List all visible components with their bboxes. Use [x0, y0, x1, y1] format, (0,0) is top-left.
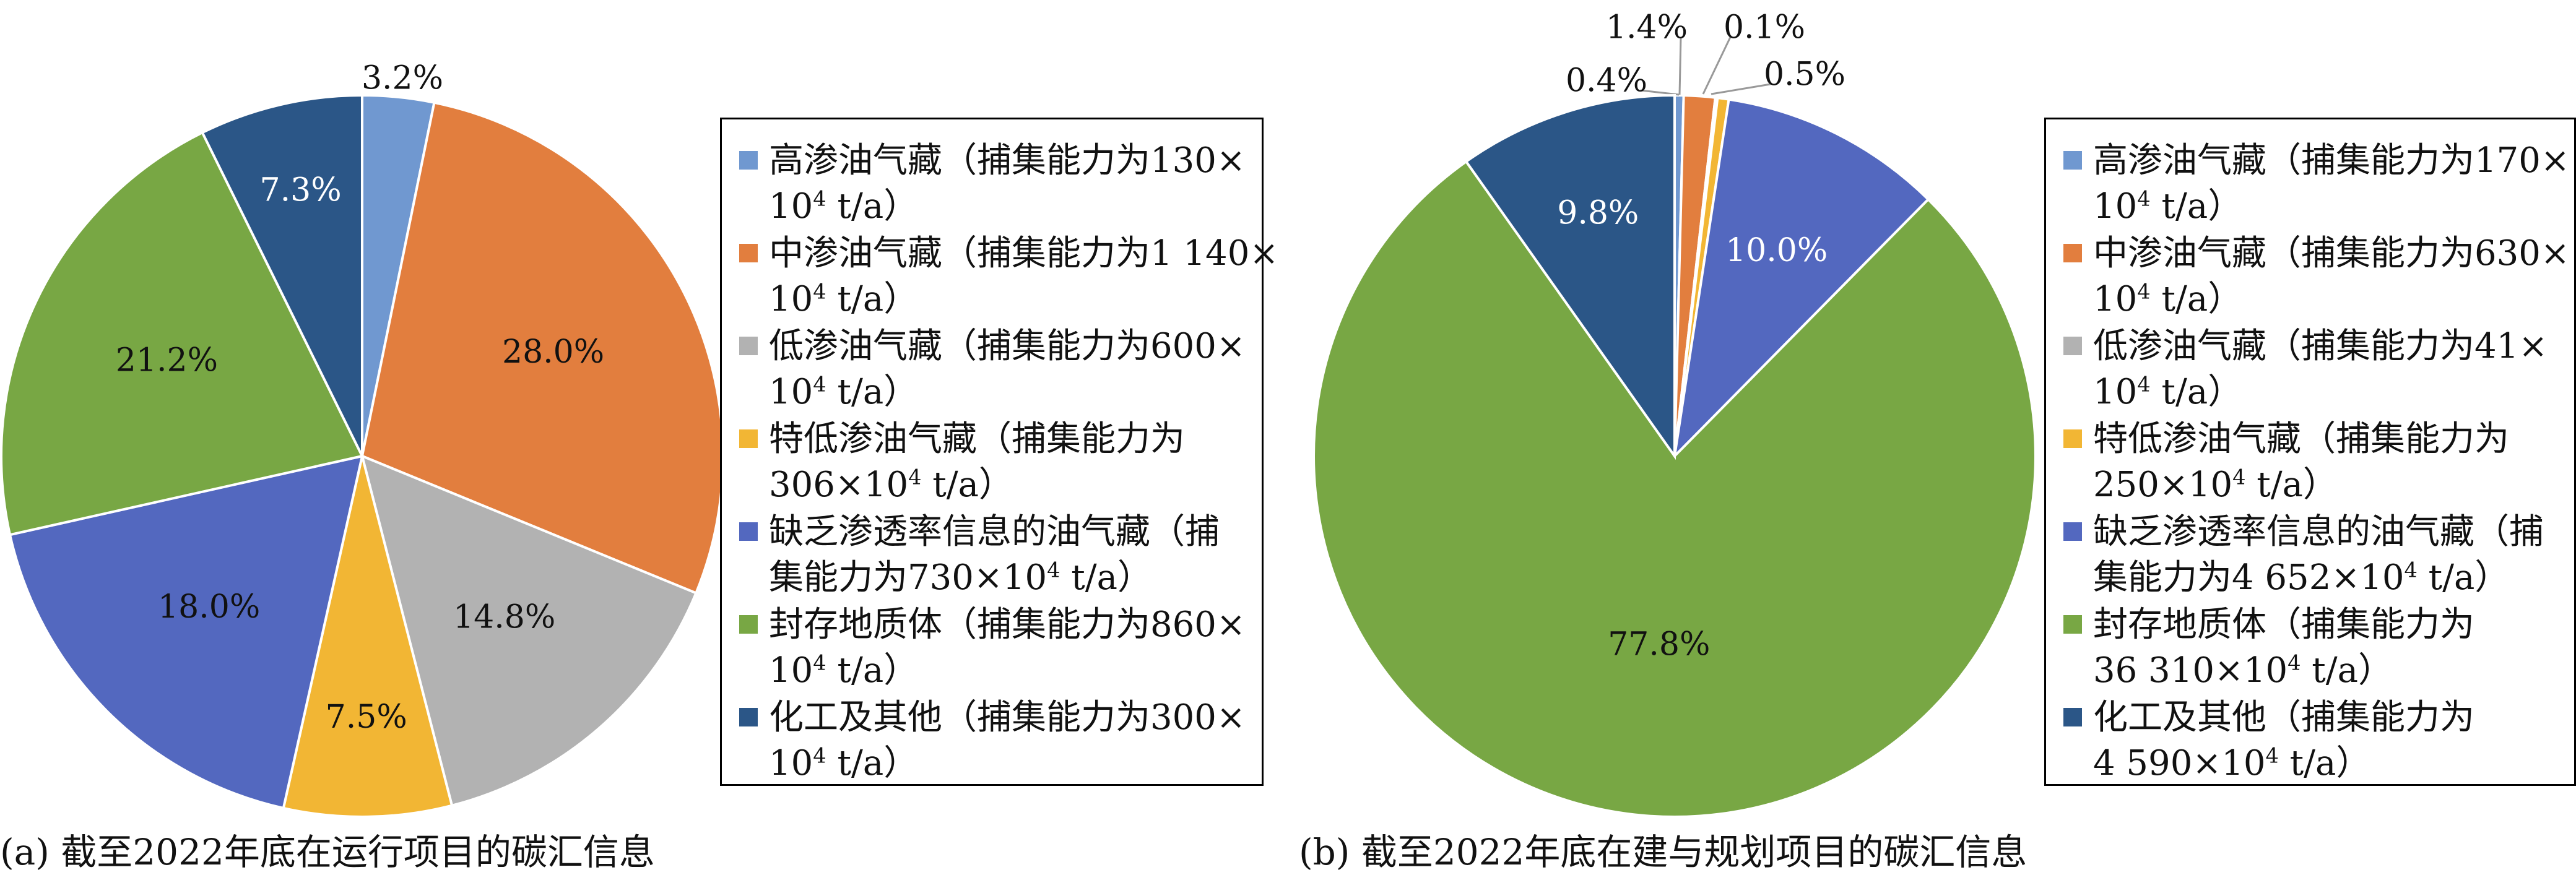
- legend-swatch: [2063, 615, 2082, 634]
- pie-a-label-6: 7.3%: [260, 172, 342, 209]
- legend-label: 中渗油气藏（捕集能力为1 140× 104 t/a）: [769, 233, 1279, 319]
- pie-a-label-2: 14.8%: [453, 598, 555, 636]
- legend-swatch: [2063, 708, 2082, 726]
- legend-label: 缺乏渗透率信息的油气藏（捕 集能力为730×104 t/a）: [769, 512, 1220, 598]
- pie-a-slice-3: [282, 455, 454, 818]
- pie-b-label-6: 9.8%: [1557, 195, 1639, 232]
- pie-a-label-5: 21.2%: [116, 342, 218, 379]
- caption-b: (b) 截至2022年底在建与规划项目的碳汇信息: [1299, 831, 2027, 873]
- pie-b-slice-6: [1464, 93, 1676, 460]
- legend-label: 封存地质体（捕集能力为 36 310×104 t/a）: [2093, 605, 2474, 691]
- legend-swatch: [2063, 337, 2082, 355]
- legend-swatch: [739, 708, 758, 726]
- legend-swatch: [739, 522, 758, 541]
- legend-label: 高渗油气藏（捕集能力为170× 104 t/a）: [2093, 140, 2570, 226]
- pie-a-label-1: 28.0%: [502, 334, 604, 371]
- legend-swatch: [2063, 151, 2082, 170]
- pie-a-slice-2: [360, 454, 698, 808]
- pie-b-label-3: 0.5%: [1764, 56, 1845, 93]
- pie-a-label-0: 3.2%: [362, 60, 443, 97]
- pie-a-slice-4: [8, 454, 364, 810]
- pie-a-slice-5: [0, 131, 364, 537]
- legend-label: 化工及其他（捕集能力为300× 104 t/a）: [769, 697, 1246, 783]
- legend-label: 特低渗油气藏（捕集能力为 250×104 t/a）: [2093, 419, 2509, 505]
- legend-a: 高渗油气藏（捕集能力为130× 104 t/a） 中渗油气藏（捕集能力为1 140×…: [720, 118, 1279, 786]
- caption-a: (a) 截至2022年底在运行项目的碳汇信息: [0, 831, 655, 873]
- pie-b-leader-1: [1678, 37, 1682, 95]
- pie-a-slice-6: [201, 93, 363, 457]
- legend-b: 高渗油气藏（捕集能力为170× 104 t/a） 中渗油气藏（捕集能力为630× 10…: [2044, 118, 2576, 786]
- pie-b-label-2: 0.1%: [1724, 9, 1805, 46]
- pie-a-label-3: 7.5%: [326, 699, 407, 736]
- legend-label: 低渗油气藏（捕集能力为41× 104 t/a）: [2093, 326, 2548, 412]
- legend-label: 封存地质体（捕集能力为860× 104 t/a）: [769, 605, 1246, 691]
- legend-swatch: [2063, 429, 2082, 448]
- pie-b-label-4: 10.0%: [1725, 232, 1828, 269]
- legend-swatch: [739, 429, 758, 448]
- legend-swatch: [739, 244, 758, 262]
- pie-a-slice-1: [360, 101, 724, 595]
- legend-swatch: [739, 615, 758, 634]
- pie-b-slice-5: [1312, 160, 2037, 818]
- pie-b-leader-3: [1711, 83, 1771, 95]
- legend-label: 中渗油气藏（捕集能力为630× 104 t/a）: [2093, 233, 2570, 319]
- legend-label: 缺乏渗透率信息的油气藏（捕 集能力为4 652×104 t/a）: [2093, 512, 2544, 598]
- legend-swatch: [739, 151, 758, 170]
- legend-swatch: [739, 337, 758, 355]
- legend-label: 高渗油气藏（捕集能力为130× 104 t/a）: [769, 140, 1246, 226]
- pie-a-label-4: 18.0%: [158, 588, 260, 626]
- legend-label: 低渗油气藏（捕集能力为600× 104 t/a）: [769, 326, 1246, 412]
- pie-chart-b: 0.4% 1.4% 0.1% 0.5% 10.0% 77.8% 9.8%: [1312, 9, 2037, 818]
- pie-b-label-5: 77.8%: [1608, 626, 1710, 663]
- legend-label: 化工及其他（捕集能力为 4 590×104 t/a）: [2093, 697, 2474, 783]
- pie-b-leader-2: [1702, 37, 1732, 95]
- legend-swatch: [2063, 244, 2082, 262]
- pie-b-label-1: 1.4%: [1606, 9, 1688, 46]
- legend-swatch: [2063, 522, 2082, 541]
- pie-b-slice-4: [1673, 98, 1930, 460]
- pie-b-leader-0: [1640, 89, 1680, 96]
- pie-b-label-0: 0.4%: [1566, 62, 1647, 100]
- legend-label: 特低渗油气藏（捕集能力为 306×104 t/a）: [769, 419, 1185, 505]
- pie-chart-a: 3.2% 28.0% 14.8% 7.5% 18.0% 21.2% 7.3%: [0, 60, 724, 818]
